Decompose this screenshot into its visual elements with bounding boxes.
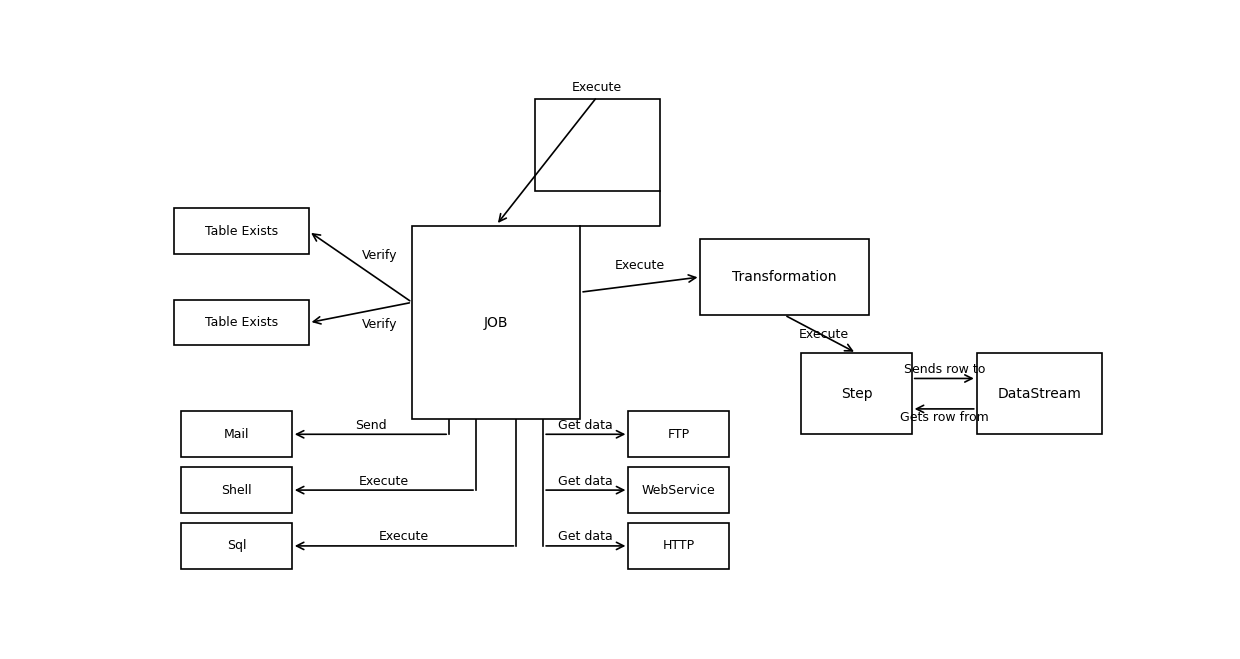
Text: HTTP: HTTP	[662, 540, 694, 552]
Bar	[181, 411, 291, 457]
Text: Verify: Verify	[362, 248, 397, 262]
Bar	[801, 353, 911, 434]
Text: WebService: WebService	[642, 484, 715, 497]
Text: Mail: Mail	[224, 428, 249, 441]
Text: FTP: FTP	[667, 428, 689, 441]
Bar	[181, 467, 291, 513]
Bar	[977, 353, 1101, 434]
Text: DataStream: DataStream	[997, 387, 1081, 401]
Bar	[629, 411, 729, 457]
Text: Execute: Execute	[799, 328, 849, 341]
Text: Get data: Get data	[558, 418, 613, 432]
Text: Get data: Get data	[558, 530, 613, 544]
Bar	[701, 239, 868, 315]
Bar	[174, 208, 309, 254]
Bar	[629, 467, 729, 513]
Bar	[534, 100, 660, 190]
Text: Transformation: Transformation	[732, 270, 837, 284]
Text: Execute: Execute	[572, 81, 622, 94]
Text: Send: Send	[355, 418, 387, 432]
Text: Get data: Get data	[558, 474, 613, 488]
Bar	[181, 523, 291, 569]
Text: Shell: Shell	[222, 484, 252, 497]
Text: Step: Step	[841, 387, 873, 401]
Bar	[629, 523, 729, 569]
Text: Sends row to: Sends row to	[904, 363, 985, 376]
Text: Execute: Execute	[379, 530, 429, 544]
Text: Sql: Sql	[227, 540, 247, 552]
Text: Execute: Execute	[615, 259, 666, 272]
Text: Table Exists: Table Exists	[205, 316, 278, 329]
Text: Verify: Verify	[362, 318, 397, 331]
Text: Execute: Execute	[358, 474, 409, 488]
Bar	[174, 300, 309, 345]
Text: Gets row from: Gets row from	[900, 411, 988, 424]
Bar	[412, 226, 580, 419]
Text: Table Exists: Table Exists	[205, 225, 278, 238]
Text: JOB: JOB	[484, 316, 508, 330]
